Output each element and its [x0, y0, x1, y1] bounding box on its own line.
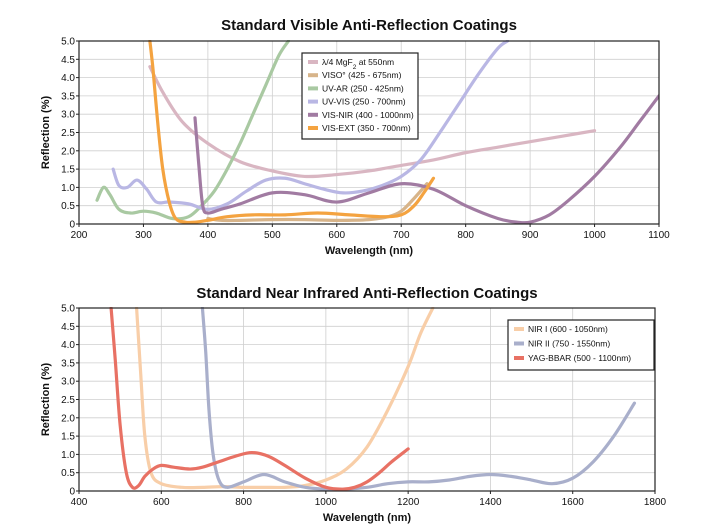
chart-2: Standard Near Infrared Anti-Reflection C… [40, 285, 667, 524]
series-line-1 [135, 307, 435, 490]
x-axis-label: Wavelength (nm) [323, 512, 412, 524]
legend-box [301, 52, 419, 140]
series-line-3 [95, 40, 291, 221]
series-group [95, 40, 659, 225]
y-tick-label: 3.5 [61, 91, 75, 102]
x-tick-label: 1600 [562, 497, 585, 508]
chart-1: Standard Visible Anti-Reflection Coating… [40, 17, 670, 257]
y-tick-label: 0.5 [61, 201, 75, 212]
legend-label-main: UV-VIS (250 - 700nm) [322, 97, 406, 107]
legend-entry-label: λ/4 MgF2 at 550nm [322, 57, 394, 71]
chart-title: Standard Visible Anti-Reflection Coating… [221, 17, 517, 34]
legend: NIR I (600 - 1050nm) NIR II (750 - 1550nm… [507, 319, 655, 371]
y-axis-label: Reflection (%) [40, 95, 52, 169]
chart-title: Standard Near Infrared Anti-Reflection C… [196, 285, 537, 302]
x-tick-label: 1000 [583, 230, 606, 241]
x-axis-label: Wavelength (nm) [325, 245, 414, 257]
series-line-2 [206, 182, 429, 223]
x-tick-label: 200 [71, 230, 88, 241]
series-group [109, 307, 637, 491]
y-tick-label: 1.0 [61, 183, 75, 194]
legend-label-main: NIR I (600 - 1050nm) [528, 324, 608, 334]
x-tick-label: 800 [235, 497, 252, 508]
y-tick-label: 3.0 [61, 110, 75, 121]
series-line-1 [148, 65, 597, 179]
y-tick-label: 2.5 [61, 395, 75, 406]
legend-label-main: NIR II (750 - 1550nm) [528, 339, 610, 349]
series-line-6 [148, 40, 436, 225]
y-tick-label: 2.5 [61, 128, 75, 139]
series-line-4 [111, 40, 510, 211]
y-tick-label: 4.0 [61, 340, 75, 351]
legend-entry-label: UV-AR (250 - 425nm) [322, 83, 404, 93]
x-tick-label: 1800 [644, 497, 667, 508]
x-tick-label: 1200 [397, 497, 420, 508]
y-tick-label: 1.5 [61, 165, 75, 176]
x-tick-label: 500 [264, 230, 281, 241]
x-tick-label: 1400 [479, 497, 502, 508]
series-line-2 [200, 307, 637, 491]
legend-label-main: VIS-NIR (400 - 1000nm) [322, 110, 414, 120]
y-tick-label: 2.0 [61, 413, 75, 424]
x-tick-label: 600 [328, 230, 345, 241]
legend-entry-label: VISO° (425 - 675nm) [322, 70, 402, 80]
legend-label-main: VISO° (425 - 675nm) [322, 70, 402, 80]
y-tick-label: 3.0 [61, 377, 75, 388]
legend-entry-label: VIS-EXT (350 - 700nm) [322, 123, 411, 133]
y-tick-label: 0.5 [61, 468, 75, 479]
x-tick-label: 600 [153, 497, 170, 508]
legend-entry-label: UV-VIS (250 - 700nm) [322, 97, 406, 107]
y-tick-label: 1.0 [61, 450, 75, 461]
y-tick-label: 5.0 [61, 304, 75, 315]
legend-label-main: λ/4 MgF [322, 57, 353, 67]
y-axis-label: Reflection (%) [40, 362, 52, 436]
y-tick-label: 4.5 [61, 55, 75, 66]
y-tick-label: 4.5 [61, 322, 75, 333]
legend-entry-label: VIS-NIR (400 - 1000nm) [322, 110, 414, 120]
series-line-5 [193, 94, 659, 225]
x-tick-label: 800 [457, 230, 474, 241]
legend-entry-label: NIR I (600 - 1050nm) [528, 324, 608, 334]
legend-label-main: YAG-BBAR (500 - 1100nm) [528, 353, 631, 363]
x-tick-label: 300 [135, 230, 152, 241]
legend-box [507, 319, 655, 371]
x-tick-label: 1100 [648, 230, 670, 241]
legend-entry-label: YAG-BBAR (500 - 1100nm) [528, 353, 631, 363]
y-tick-label: 5.0 [61, 37, 75, 48]
y-tick-label: 2.0 [61, 146, 75, 157]
y-tick-label: 0 [69, 220, 75, 231]
legend-label-subscript: 2 [353, 64, 357, 71]
legend-label-main: UV-AR (250 - 425nm) [322, 83, 404, 93]
x-tick-label: 900 [522, 230, 539, 241]
y-tick-label: 0 [69, 487, 75, 498]
legend-label-main: VIS-EXT (350 - 700nm) [322, 123, 411, 133]
x-tick-label: 700 [393, 230, 410, 241]
legend-label-tail: at 550nm [356, 57, 394, 67]
x-tick-label: 1000 [315, 497, 338, 508]
x-tick-label: 400 [71, 497, 88, 508]
y-tick-label: 3.5 [61, 358, 75, 369]
x-tick-label: 400 [200, 230, 217, 241]
y-tick-label: 1.5 [61, 432, 75, 443]
y-tick-label: 4.0 [61, 73, 75, 84]
legend-entry-label: NIR II (750 - 1550nm) [528, 339, 610, 349]
series-line-3 [109, 307, 410, 491]
